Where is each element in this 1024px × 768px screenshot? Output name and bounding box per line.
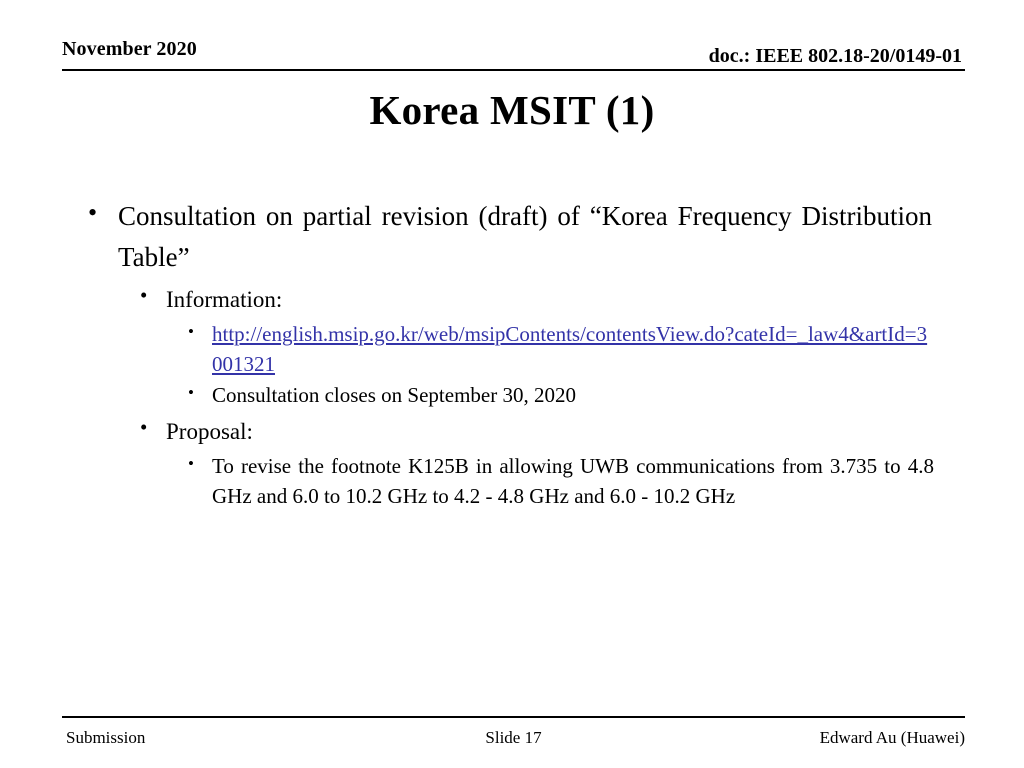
bullet-level2-text-information: Information: [166,287,283,312]
footer-submission-label: Submission [66,728,146,747]
bullet-level3-proposal-detail: • To revise the footnote K125B in allowi… [62,451,942,511]
bullet-level3-url: • http://english.msip.go.kr/web/msipCont… [62,319,942,379]
bullet-level3-url-wrapper: http://english.msip.go.kr/web/msipConten… [212,319,942,379]
bullet-level3-closing-date: • Consultation closes on September 30, 2… [62,380,942,410]
bullet-level3-text-proposal-detail: To revise the footnote K125B in allowing… [212,454,934,508]
bullet-level1-text: Consultation on partial revision (draft)… [118,201,932,272]
bullet-dot-icon: • [188,322,194,341]
slide-header: November 2020 doc.: IEEE 802.18-20/0149-… [62,38,962,72]
footer-slide-number: Slide 17 [485,728,542,747]
slide-title: Korea MSIT (1) [369,87,655,133]
bullet-dot-icon: • [88,198,98,227]
bullet-dot-icon: • [188,454,194,473]
bullet-dot-icon: • [140,283,148,307]
header-document-reference: doc.: IEEE 802.18-20/0149-01 [708,45,962,67]
slide-body: • Consultation on partial revision (draf… [62,196,942,511]
bullet-level1-consultation: • Consultation on partial revision (draf… [62,196,942,278]
footer-author: Edward Au (Huawei) [819,728,965,747]
footer-divider [62,716,965,718]
header-date: November 2020 [62,38,197,60]
bullet-level2-proposal: • Proposal: [62,414,942,450]
bullet-level2-text-proposal: Proposal: [166,419,253,444]
bullet-level2-information: • Information: [62,282,942,318]
header-divider [62,69,965,71]
bullet-dot-icon: • [140,415,148,439]
bullet-dot-icon: • [188,383,194,402]
hyperlink-msit-frequency-table[interactable]: http://english.msip.go.kr/web/msipConten… [212,322,928,376]
slide-footer: Submission Slide 17 Edward Au (Huawei) [62,728,965,752]
bullet-level3-text-closing-date: Consultation closes on September 30, 202… [212,383,576,407]
